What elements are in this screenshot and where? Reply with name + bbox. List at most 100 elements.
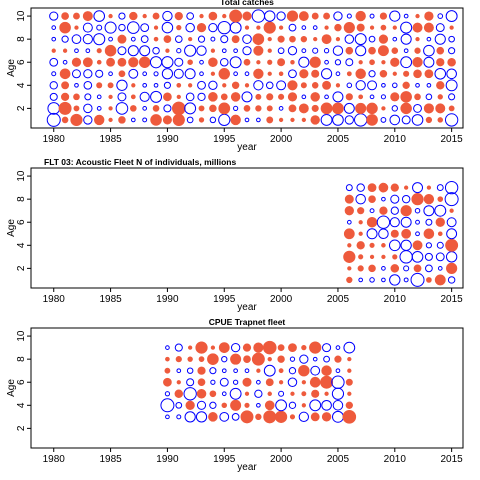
bubble-positive	[389, 217, 400, 228]
bubble-positive	[411, 251, 424, 263]
bubble-negative	[381, 106, 386, 111]
bubble-positive	[117, 92, 127, 102]
bubble-negative	[267, 48, 272, 53]
bubble-negative	[288, 343, 297, 353]
bubble-negative	[210, 345, 216, 350]
bubble-negative	[187, 356, 193, 362]
bubble-negative	[390, 57, 400, 67]
bubble-positive	[346, 13, 352, 19]
bubble-negative	[358, 231, 363, 236]
bubble-negative	[400, 91, 412, 103]
bubble-positive	[185, 92, 195, 102]
bubble-positive	[343, 341, 356, 354]
bubble-positive	[376, 215, 391, 229]
bubble-negative	[347, 391, 352, 396]
bubble-negative	[435, 103, 446, 114]
bubble-negative	[346, 71, 352, 77]
bubble-negative	[61, 81, 70, 90]
bubble-positive	[400, 21, 413, 34]
bubble-positive	[333, 11, 343, 21]
bubble-negative	[426, 277, 432, 283]
bubble-positive	[401, 115, 411, 125]
bubble-positive	[142, 71, 148, 77]
bubble-positive	[83, 80, 93, 90]
bubble-negative	[59, 21, 71, 34]
bubble-negative	[176, 380, 181, 385]
bubble-positive	[199, 71, 204, 77]
bubble-positive	[61, 35, 69, 43]
bubble-negative	[176, 94, 181, 99]
bubble-negative	[437, 196, 444, 202]
bubble-positive	[423, 44, 435, 57]
bubble-negative	[104, 44, 117, 57]
bubble-negative	[255, 105, 262, 112]
bubble-positive	[83, 103, 93, 114]
bubble-negative	[165, 356, 170, 362]
bubble-negative	[73, 12, 80, 20]
bubble-positive	[332, 114, 344, 126]
bubble-negative	[310, 115, 320, 125]
bubble-negative	[347, 368, 352, 373]
bubble-positive	[381, 196, 386, 202]
bubble-negative	[436, 81, 445, 90]
bubble-negative	[424, 69, 434, 79]
bubble-positive	[71, 34, 82, 45]
bubble-positive	[332, 45, 344, 56]
bubble-positive	[161, 68, 174, 80]
bubble-negative	[188, 83, 193, 88]
bubble-negative	[278, 25, 284, 30]
bubble-positive	[301, 25, 307, 30]
bubble-positive	[334, 59, 342, 66]
bubble-positive	[163, 104, 172, 113]
bubble-negative	[411, 193, 424, 206]
bubble-negative	[321, 365, 332, 376]
x-tick-label: 2010	[384, 134, 407, 145]
bubble-positive	[276, 80, 287, 91]
bubble-positive	[174, 57, 184, 67]
bubble-positive	[448, 93, 456, 101]
bubble-negative	[322, 80, 332, 90]
bubble-negative	[355, 68, 366, 80]
bubble-negative	[266, 105, 273, 112]
bubble-negative	[344, 194, 354, 204]
bubble-negative	[230, 92, 241, 102]
x-tick-label: 1980	[43, 294, 66, 305]
y-tick-label: 8	[16, 36, 27, 42]
bubble-positive	[412, 182, 424, 194]
bubble-positive	[254, 389, 263, 398]
bubble-positive	[74, 82, 79, 88]
bubble-negative	[278, 71, 284, 77]
bubble-positive	[221, 48, 227, 54]
bubble-negative	[358, 60, 363, 65]
bubble-negative	[320, 102, 333, 115]
bubble-positive	[184, 44, 197, 57]
bubble-negative	[369, 25, 375, 30]
bubble-positive	[210, 379, 216, 385]
bubble-negative	[390, 183, 399, 192]
bubble-positive	[142, 82, 148, 88]
bubble-negative	[243, 105, 251, 112]
bubble-positive	[445, 251, 458, 263]
bubble-positive	[400, 33, 412, 45]
bubble-negative	[94, 114, 105, 126]
bubble-positive	[115, 102, 129, 115]
bubble-positive	[196, 400, 207, 410]
bubble-negative	[335, 83, 341, 88]
bubble-negative	[299, 69, 309, 79]
bubble-negative	[423, 193, 435, 205]
bubble-positive	[392, 82, 398, 89]
bubble-positive	[233, 48, 238, 54]
bubble-positive	[434, 204, 447, 217]
x-tick-label: 1985	[99, 294, 122, 305]
bubble-positive	[196, 45, 207, 56]
bubble-positive	[186, 12, 195, 20]
bubble-negative	[230, 399, 242, 411]
bubble-negative	[162, 115, 172, 125]
bubble-negative	[256, 368, 261, 373]
bubble-positive	[335, 368, 341, 374]
bubble-negative	[356, 23, 365, 32]
bubble-negative	[369, 242, 375, 248]
bubble-positive	[413, 103, 422, 113]
bubble-negative	[368, 264, 376, 273]
bubble-negative	[436, 46, 445, 55]
